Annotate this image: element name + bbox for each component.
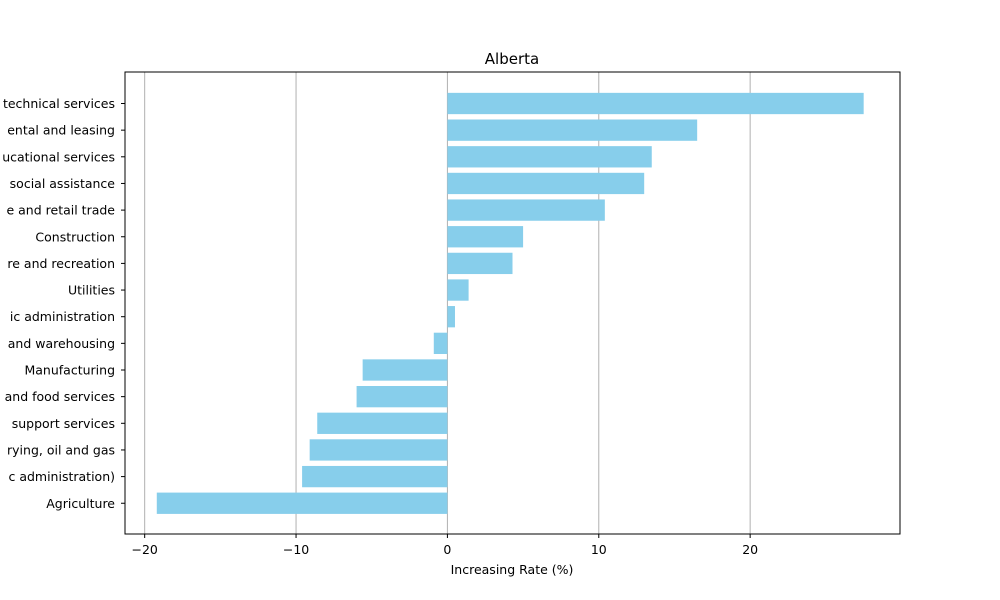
y-tick-label: ucational services [2,149,115,164]
y-tick-label: ic administration [10,309,115,324]
y-tick-label: support services [12,416,115,431]
bar [362,359,448,381]
y-tick-label: Agriculture [46,496,115,511]
bar [447,199,605,221]
bar [356,386,448,408]
x-tick-label: −10 [283,542,309,557]
x-axis-label: Increasing Rate (%) [451,562,574,577]
y-tick-label: re and recreation [7,256,115,271]
chart-title: Alberta [485,50,539,68]
bar [447,92,864,115]
bar [447,146,652,168]
y-axis-ticks: technical services ental and leasing ucati… [2,96,125,511]
bar [433,332,448,354]
y-tick-label: e and retail trade [6,203,115,218]
bar [447,172,645,195]
bar [447,279,469,301]
y-tick-label: Construction [35,229,115,244]
y-tick-label: rying, oil and gas [7,442,115,457]
x-tick-label: −20 [131,542,157,557]
bar [447,252,513,275]
x-tick-label: 10 [591,542,607,557]
y-tick-label: and warehousing [8,336,115,351]
bar [317,412,448,434]
y-tick-label: Utilities [68,283,115,298]
bar [309,439,448,461]
x-tick-label: 20 [742,542,758,557]
plot-frame [124,71,901,535]
y-tick-label: social assistance [10,176,116,191]
bars [156,92,864,514]
y-tick-label: and food services [5,389,115,404]
x-axis-ticks: −20 −10 0 10 20 [131,534,758,557]
y-tick-label: ental and leasing [7,123,115,138]
bar [447,119,698,141]
y-tick-label: Manufacturing [24,363,115,378]
x-tick-label: 0 [443,542,451,557]
bar [447,226,524,248]
bar [447,306,455,328]
y-tick-label: c administration) [8,469,115,484]
bar [302,465,448,488]
bar [156,492,448,514]
y-tick-label: technical services [3,96,115,111]
